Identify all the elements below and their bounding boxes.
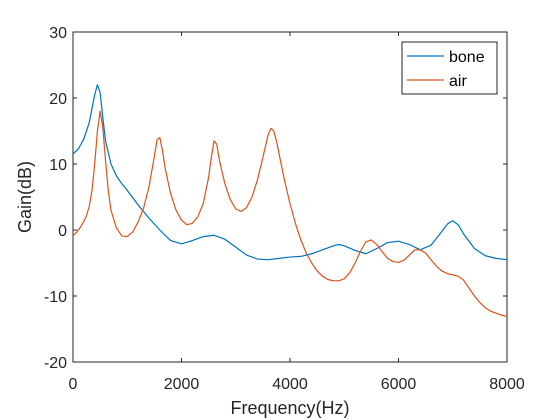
y-tick-label: 10 bbox=[49, 157, 67, 174]
y-tick-label: 0 bbox=[58, 223, 67, 240]
x-tick-label: 6000 bbox=[381, 376, 417, 393]
y-axis-label: Gain(dB) bbox=[15, 161, 35, 233]
series-layer bbox=[72, 84, 508, 318]
y-tick-label: -20 bbox=[44, 355, 67, 372]
y-tick-label: -10 bbox=[44, 289, 67, 306]
x-axis-label: Frequency(Hz) bbox=[230, 398, 349, 418]
series-line-air bbox=[72, 110, 508, 318]
legend-label-bone: bone bbox=[449, 49, 485, 66]
x-tick-label: 4000 bbox=[272, 376, 308, 393]
legend: bone air bbox=[401, 41, 498, 95]
y-tick-label: 30 bbox=[49, 25, 67, 42]
x-tick-label: 2000 bbox=[164, 376, 200, 393]
series-line-bone bbox=[72, 84, 508, 261]
x-tick-label: 8000 bbox=[489, 376, 525, 393]
legend-label-air: air bbox=[449, 73, 467, 90]
ticks-layer: 0 2000 4000 6000 8000 -20 -10 0 10 20 30 bbox=[44, 25, 525, 393]
x-tick-label: 0 bbox=[69, 376, 78, 393]
y-tick-label: 20 bbox=[49, 91, 67, 108]
legend-box bbox=[401, 41, 498, 95]
